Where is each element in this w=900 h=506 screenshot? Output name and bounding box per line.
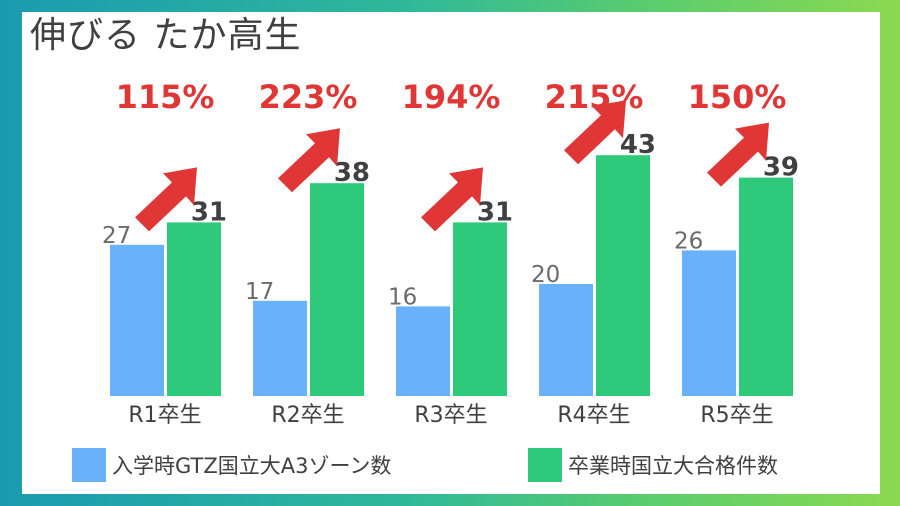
growth-label: 215% [545, 78, 644, 116]
growth-arrow [707, 122, 769, 187]
legend-item-entry: 入学時GTZ国立大A3ゾーン数 [72, 448, 391, 482]
bar-entry [110, 244, 164, 396]
data-label-grad: 31 [477, 197, 513, 227]
bar-entry [253, 300, 307, 396]
data-label-entry: 26 [674, 228, 703, 254]
bar-grad [596, 155, 650, 396]
growth-arrow [564, 100, 626, 165]
bar-grad [739, 177, 793, 396]
category-label: R4卒生 [557, 403, 630, 428]
category-label: R3卒生 [414, 403, 487, 428]
growth-label: 223% [259, 78, 358, 116]
bar-grad [310, 183, 364, 396]
bar-entry [682, 250, 736, 396]
legend-item-grad: 卒業時国立大合格件数 [528, 448, 778, 482]
growth-arrow [421, 167, 483, 232]
category-label: R2卒生 [271, 403, 344, 428]
data-label-grad: 31 [191, 197, 227, 227]
growth-label: 115% [116, 78, 215, 116]
data-label-entry: 16 [388, 284, 417, 310]
chart-card [22, 12, 880, 494]
growth-label: 150% [688, 78, 787, 116]
data-label-grad: 43 [620, 130, 656, 160]
growth-arrow [135, 167, 197, 232]
bar-entry [396, 306, 450, 396]
growth-arrow [278, 128, 340, 193]
bar-grad [167, 222, 221, 396]
legend-swatch-entry [72, 448, 106, 482]
bar-entry [539, 284, 593, 396]
chart-title: 伸びる たか高生 [30, 15, 302, 56]
data-label-grad: 38 [334, 158, 370, 188]
bar-grad [453, 222, 507, 396]
legend-swatch-grad [528, 448, 562, 482]
category-label: R1卒生 [128, 403, 201, 428]
legend-label-entry: 入学時GTZ国立大A3ゾーン数 [112, 454, 392, 478]
data-label-entry: 27 [102, 223, 131, 249]
data-label-grad: 39 [763, 153, 799, 183]
growth-label: 194% [402, 78, 501, 116]
category-label: R5卒生 [700, 403, 773, 428]
legend-label-grad: 卒業時国立大合格件数 [568, 454, 778, 478]
data-label-entry: 17 [245, 279, 274, 305]
data-label-entry: 20 [531, 262, 560, 288]
